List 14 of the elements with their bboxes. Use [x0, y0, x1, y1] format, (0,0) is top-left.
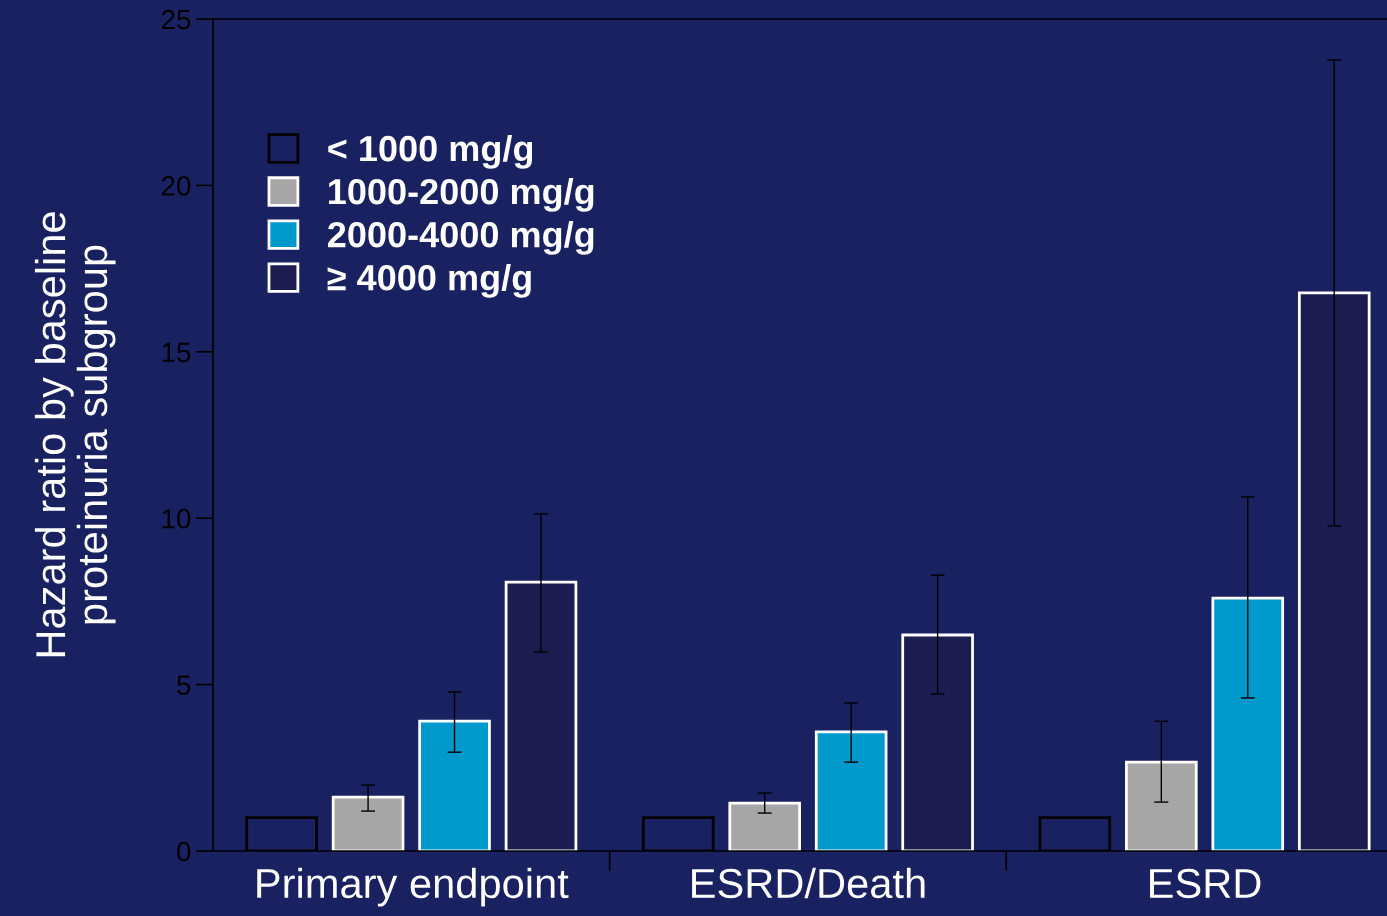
y-tick-label: 10 — [162, 508, 191, 529]
y-tick-label: 15 — [162, 342, 191, 363]
x-tick-label: Primary endpoint — [257, 867, 569, 907]
y-tick-label: 0 — [177, 841, 191, 862]
legend-label: < 1000 mg/g — [328, 134, 533, 169]
legend-label: ≥ 4000 mg/g — [327, 264, 531, 298]
legend-label: 2000-4000 mg/g — [328, 220, 594, 255]
y-tick-label: 25 — [161, 9, 191, 30]
x-tick-label: ESRD/Death — [692, 867, 925, 899]
y-tick-label: 5 — [177, 675, 191, 695]
y-tick-label: 20 — [161, 176, 191, 196]
y-axis-title: Hazard ratio by baseline proteinuria subgroup — [34, 212, 116, 657]
legend-label: 1000-2000 mg/g — [329, 177, 594, 212]
x-tick-label: ESRD — [1150, 868, 1261, 899]
